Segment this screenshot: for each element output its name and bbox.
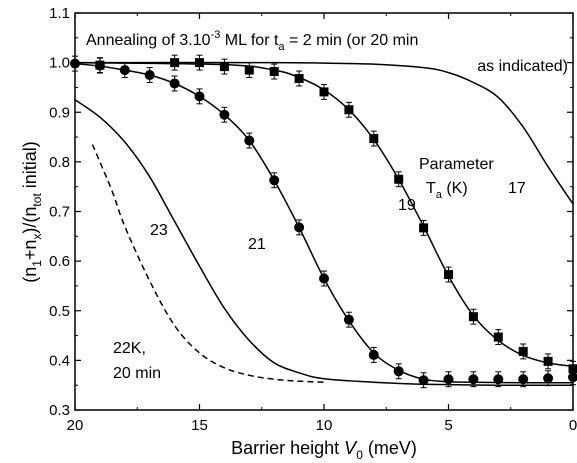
data-point-circle <box>443 374 454 385</box>
data-markers <box>70 54 577 389</box>
y-tick-label: 1.0 <box>49 55 70 72</box>
curve-label-23: 23 <box>150 222 168 239</box>
data-point-circle <box>119 65 130 76</box>
data-point-circle <box>368 349 379 360</box>
data-point-square <box>468 312 478 322</box>
x-axis-title: Barrier height V0 (meV) <box>231 438 417 462</box>
annotation-parameter-unit: Ta (K) <box>426 180 468 201</box>
y-axis-title: (n1+nx)/(ntot initial) <box>20 141 44 283</box>
data-point-square <box>419 223 429 233</box>
data-point-square <box>195 58 204 68</box>
data-point-square <box>369 134 379 144</box>
y-tick-label: 0.8 <box>49 154 70 171</box>
curve-label-21: 21 <box>248 236 266 253</box>
data-point-circle <box>70 58 80 69</box>
curve-label-17: 17 <box>508 180 526 197</box>
curve-label-19: 19 <box>398 197 416 214</box>
data-point-square <box>170 58 180 68</box>
data-point-square <box>394 174 404 184</box>
x-tick-label: 15 <box>191 417 208 434</box>
y-tick-label: 0.6 <box>49 253 70 270</box>
data-point-square <box>543 356 553 366</box>
curve-17 <box>74 61 574 205</box>
curve-label-20min: 20 min <box>113 365 161 382</box>
data-point-square <box>444 270 453 280</box>
y-tick-label: 1.1 <box>49 5 70 22</box>
data-point-circle <box>393 366 404 377</box>
data-point-circle <box>94 60 105 71</box>
data-point-square <box>518 346 528 356</box>
y-tick-label: 0.5 <box>49 303 70 320</box>
data-point-circle <box>219 109 230 120</box>
data-point-circle <box>568 372 577 383</box>
x-tick-label: 10 <box>316 417 333 434</box>
data-point-circle <box>269 175 280 186</box>
data-point-square <box>294 74 304 84</box>
annotation-title-line1: Annealing of 3.10-3 ML for ta = 2 min (o… <box>86 29 418 53</box>
annotation-title-line2: as indicated) <box>477 58 568 75</box>
data-point-square <box>269 67 279 77</box>
data-point-square <box>244 65 254 75</box>
axis-ticks: 20 15 10 5 0 0.3 0.4 0.5 0.6 0.7 0.8 0.9 1.0 1.1 <box>49 5 577 434</box>
data-point-circle <box>169 78 180 89</box>
y-tick-label: 0.3 <box>49 402 70 419</box>
curve-23 <box>74 99 574 387</box>
data-point-circle <box>294 222 305 233</box>
x-tick-label: 0 <box>569 417 577 434</box>
annotation-parameter: Parameter <box>419 156 494 173</box>
data-point-circle <box>244 135 255 146</box>
data-point-square <box>568 364 577 374</box>
y-tick-label: 0.9 <box>49 104 70 121</box>
curve-label-22k: 22K, <box>113 340 146 357</box>
data-point-square <box>344 105 354 115</box>
x-tick-label: 20 <box>67 417 84 434</box>
data-point-square <box>319 87 329 97</box>
data-point-square <box>493 332 503 342</box>
data-point-circle <box>418 375 429 386</box>
data-point-circle <box>343 314 354 325</box>
data-point-circle <box>518 374 529 385</box>
data-point-circle <box>144 70 155 81</box>
x-tick-label: 5 <box>444 417 452 434</box>
data-point-circle <box>468 374 479 385</box>
data-point-circle <box>194 91 205 102</box>
data-point-circle <box>319 273 329 284</box>
data-point-circle <box>543 373 554 384</box>
data-point-circle <box>493 374 504 385</box>
data-point-square <box>219 62 229 72</box>
y-tick-label: 0.7 <box>49 204 70 221</box>
y-tick-label: 0.4 <box>49 352 70 369</box>
curve-19 <box>74 61 574 368</box>
